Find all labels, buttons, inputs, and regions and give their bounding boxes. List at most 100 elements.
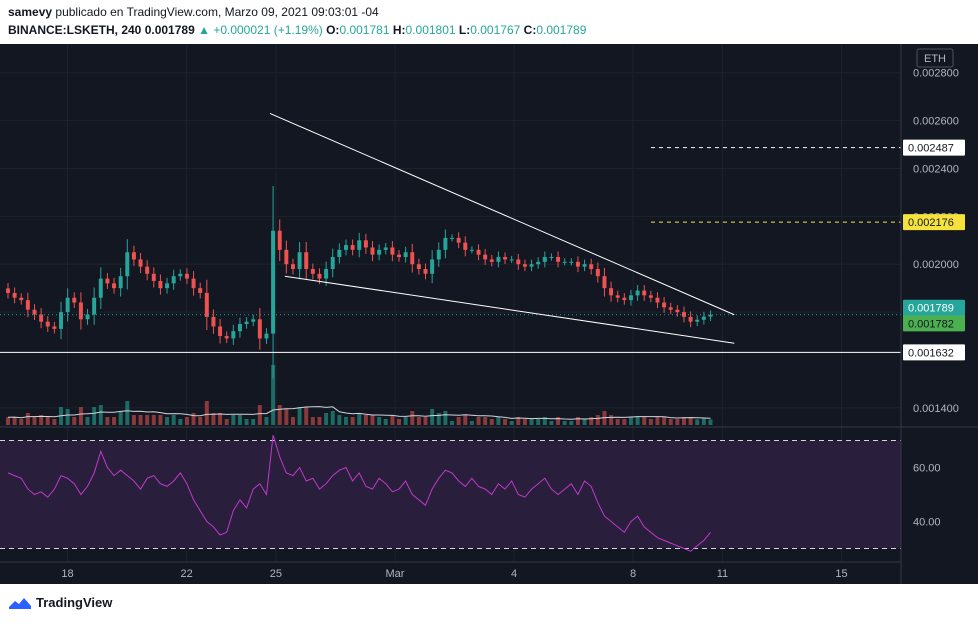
candle-body xyxy=(178,273,183,277)
candle-body xyxy=(569,261,574,263)
volume-bar xyxy=(92,407,97,425)
volume-bar xyxy=(642,417,647,425)
volume-bar xyxy=(191,413,196,425)
volume-bar xyxy=(344,417,348,425)
candle-body xyxy=(701,316,706,320)
candle-body xyxy=(131,252,136,260)
trendline[interactable] xyxy=(269,112,735,316)
volume-bar xyxy=(310,417,315,425)
author-name[interactable]: samevy xyxy=(8,5,53,19)
candle-body xyxy=(184,273,189,279)
volume-bar xyxy=(151,415,156,425)
low-value: 0.001767 xyxy=(470,23,521,37)
candle-body xyxy=(171,276,176,284)
high-value: 0.001801 xyxy=(405,23,456,37)
close-value: 0.001789 xyxy=(536,23,587,37)
candle-body xyxy=(357,240,362,250)
volume-bar xyxy=(25,413,30,425)
candle-body xyxy=(483,254,488,260)
candle-body xyxy=(522,264,527,267)
volume-bar xyxy=(529,419,534,425)
volume-bar xyxy=(483,417,488,425)
candle-body xyxy=(105,278,110,284)
volume-bar xyxy=(701,418,706,425)
volume-bar xyxy=(609,415,614,425)
volume-bar xyxy=(32,417,37,425)
candle-body xyxy=(397,254,401,258)
volume-bar xyxy=(277,405,282,425)
volume-bar xyxy=(430,409,435,425)
candle-body xyxy=(536,261,541,265)
volume-bar xyxy=(582,419,587,425)
volume-bar xyxy=(403,417,408,425)
candle-body xyxy=(277,230,282,250)
publish-info: publicado en TradingView.com, Marzo 09, … xyxy=(55,5,379,19)
candle-body xyxy=(92,297,97,315)
volume-bar xyxy=(257,405,262,425)
volume-bar xyxy=(19,419,24,425)
candle-body xyxy=(330,257,335,270)
volume-bar xyxy=(98,405,103,425)
trendlines[interactable] xyxy=(269,112,735,344)
time-tick-label: 25 xyxy=(270,568,282,580)
volume-bar xyxy=(304,407,309,425)
price-tick-label: 0.002600 xyxy=(913,116,959,128)
time-tick-label: 11 xyxy=(717,568,728,580)
volume-bar xyxy=(549,421,554,425)
price-tag-value: 0.001789 xyxy=(908,303,954,315)
candle-body xyxy=(98,278,103,298)
volume-bar xyxy=(655,417,660,425)
candle-body xyxy=(158,280,163,289)
volume-bar xyxy=(165,417,170,425)
candle-body xyxy=(85,314,90,320)
symbol-name[interactable]: BINANCE:LSKETH, 240 xyxy=(8,23,142,37)
volume-bar xyxy=(489,419,494,425)
time-tick-label: 4 xyxy=(511,568,517,580)
volume-bar xyxy=(12,417,17,425)
volume-bar xyxy=(45,417,50,425)
price-tag-box xyxy=(903,315,965,332)
candle-body xyxy=(32,309,37,315)
volume-bar xyxy=(416,417,421,425)
candle-body xyxy=(648,295,653,298)
volume-bar xyxy=(337,415,342,425)
volume-bar xyxy=(469,421,474,425)
price-tag-box xyxy=(903,214,965,231)
volume-bar xyxy=(52,419,57,425)
price-tick-label: 0.002000 xyxy=(913,259,959,271)
volume-bar xyxy=(39,415,44,425)
price-levels[interactable] xyxy=(0,147,901,353)
candle-body xyxy=(463,242,468,250)
candle-body xyxy=(516,259,521,265)
candle-body xyxy=(582,264,587,267)
tradingview-logo[interactable]: TradingView xyxy=(8,595,112,610)
volume-bar xyxy=(536,419,541,425)
volume-bar xyxy=(503,419,508,425)
candle-body xyxy=(310,269,315,274)
rsi-band xyxy=(0,440,901,549)
candle-body xyxy=(655,297,660,303)
candle-body xyxy=(503,257,508,260)
high-label: H: xyxy=(392,23,406,37)
rsi-band-fill xyxy=(0,440,901,549)
low-label: L: xyxy=(458,23,471,37)
candle-body xyxy=(145,266,150,274)
volume-bar xyxy=(198,417,203,425)
time-axis[interactable]: 18 22 25 Mar 4 8 11 15 xyxy=(61,568,847,580)
candle-body xyxy=(668,307,673,310)
volume-bar xyxy=(271,365,276,425)
candle-body xyxy=(443,237,448,250)
chart-canvas[interactable]: 0.0028000.0026000.0024000.0022000.002000… xyxy=(0,44,978,584)
candle-body xyxy=(509,259,514,261)
price-tick-label: 0.002400 xyxy=(913,163,959,175)
volume-bar xyxy=(237,415,242,425)
tradingview-logo-icon xyxy=(9,597,31,609)
volume-bar xyxy=(330,411,335,425)
candle-body xyxy=(681,312,686,317)
trendline[interactable] xyxy=(284,275,735,344)
candle-body xyxy=(549,257,554,259)
candle-body xyxy=(231,331,236,339)
candle-body xyxy=(344,245,348,250)
price-tick-label: 0.002800 xyxy=(913,68,959,80)
volume-bar xyxy=(622,419,627,425)
